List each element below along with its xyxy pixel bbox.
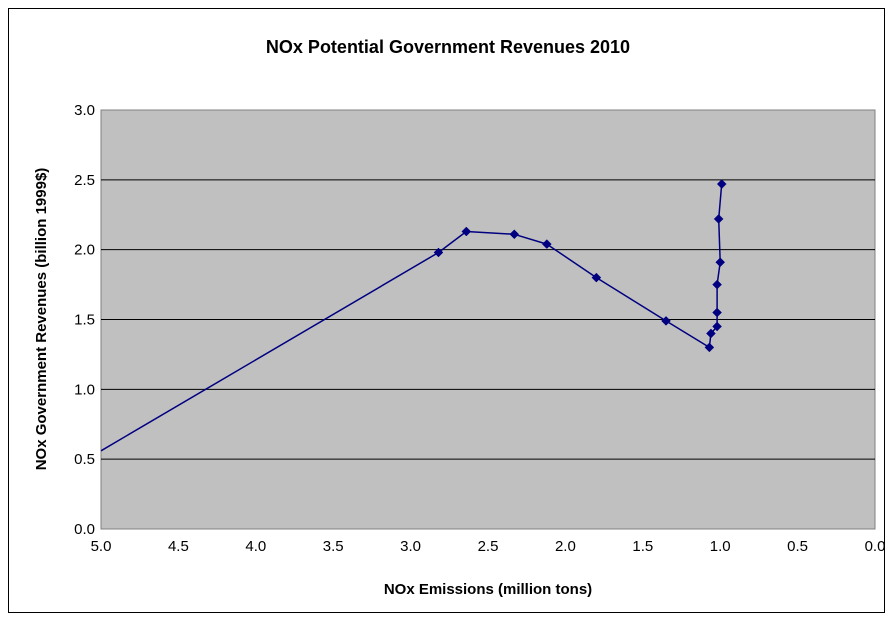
data-point: [712, 279, 722, 290]
y-tick-label: 0.0: [74, 521, 95, 538]
data-point: [541, 239, 552, 249]
data-point: [433, 247, 444, 258]
data-point: [712, 307, 722, 318]
x-tick-label: 3.5: [323, 538, 344, 555]
x-tick-label: 1.0: [710, 538, 731, 555]
x-tick-labels: 5.0 4.5 4.0 3.5 3.0 2.5 2.0 1.5 1.0 0.5 0.0: [91, 538, 886, 555]
data-point: [461, 226, 472, 237]
data-point: [715, 257, 726, 268]
y-tick-label: 1.5: [74, 312, 95, 329]
chart-svg: NOx Potential Government Revenues 2010 0…: [33, 37, 886, 598]
data-point: [712, 321, 722, 332]
grid-layer: [101, 179, 875, 460]
data-point: [661, 316, 671, 326]
x-tick-label: 2.0: [555, 538, 576, 555]
x-tick-label: 5.0: [91, 538, 112, 555]
x-axis-label: NOx Emissions (million tons): [384, 581, 592, 598]
x-tick-label: 3.0: [400, 538, 421, 555]
y-axis-label: NOx Government Revenues (billion 1999$): [33, 168, 50, 471]
y-tick-label: 3.0: [74, 102, 95, 119]
data-point: [591, 272, 602, 283]
y-tick-label: 2.0: [74, 242, 95, 259]
x-tick-label: 4.0: [245, 538, 266, 555]
x-tick-label: 4.5: [168, 538, 189, 555]
data-point: [716, 179, 727, 189]
x-tick-label: 0.5: [787, 538, 808, 555]
data-point: [713, 214, 724, 224]
x-tick-label: 2.5: [478, 538, 499, 555]
data-point: [704, 342, 715, 353]
chart-title: NOx Potential Government Revenues 2010: [266, 37, 630, 57]
chart-frame: NOx Potential Government Revenues 2010 0…: [8, 8, 885, 613]
y-tick-labels: 0.0 0.5 1.0 1.5 2.0 2.5 3.0: [74, 102, 95, 538]
y-tick-label: 2.5: [74, 172, 95, 189]
data-point: [706, 328, 716, 339]
x-tick-label: 1.5: [632, 538, 653, 555]
y-tick-label: 0.5: [74, 451, 95, 468]
x-tick-label: 0.0: [865, 538, 886, 555]
series-layer: [100, 179, 727, 452]
data-point: [509, 229, 520, 240]
y-tick-label: 1.0: [74, 381, 95, 398]
